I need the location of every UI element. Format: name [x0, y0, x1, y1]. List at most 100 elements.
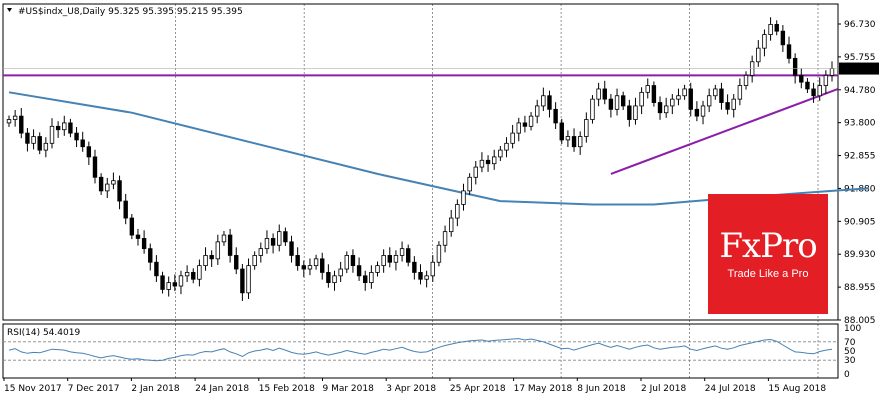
candle-body — [301, 265, 307, 270]
candle — [516, 117, 521, 142]
candle-body — [706, 95, 712, 107]
candle — [657, 96, 663, 120]
candle — [461, 183, 466, 211]
candle-body — [571, 136, 577, 148]
candle-body — [651, 85, 657, 103]
candle — [805, 78, 810, 94]
candle-body — [148, 248, 153, 263]
candle-body — [74, 132, 79, 141]
candle — [627, 99, 632, 127]
candle — [258, 242, 264, 263]
candle-body — [166, 282, 171, 290]
candle — [313, 254, 319, 270]
fxpro-logo: FxPro Trade Like a Pro — [708, 194, 828, 314]
candle-body — [424, 275, 429, 280]
candle-body — [768, 23, 773, 35]
candle — [633, 97, 638, 125]
x-tick-label: 7 Dec 2017 — [68, 384, 120, 394]
candle-body — [633, 105, 638, 120]
candle — [289, 235, 294, 263]
candle — [504, 137, 509, 158]
candle-body — [596, 88, 601, 100]
candle-body — [381, 255, 386, 267]
candle-body — [111, 180, 116, 185]
candle — [577, 131, 583, 155]
candle — [98, 173, 104, 195]
candle — [455, 199, 460, 227]
y-tick-label: 89.930 — [844, 250, 876, 260]
candle — [725, 94, 730, 115]
candle-body — [467, 176, 472, 192]
candle-body — [498, 149, 503, 158]
candle-body — [234, 255, 239, 270]
candle-body — [780, 30, 786, 46]
candle — [399, 241, 405, 262]
candle — [117, 175, 122, 210]
candle — [363, 270, 368, 291]
candle-body — [565, 136, 571, 141]
candle — [234, 247, 239, 275]
candle — [62, 115, 67, 136]
rsi-y-tick-label: 100 — [844, 324, 861, 334]
candle — [320, 252, 325, 280]
y-tick-label: 96.730 — [844, 20, 876, 30]
candle — [246, 258, 251, 299]
candle — [160, 271, 165, 294]
candle-body — [670, 98, 675, 107]
candle — [264, 230, 270, 254]
candle — [227, 228, 233, 263]
candle-body — [86, 146, 92, 158]
candle-body — [774, 23, 779, 32]
candle — [43, 137, 49, 158]
last-price-box — [839, 62, 879, 75]
candle-body — [473, 166, 478, 178]
rsi-line — [8, 338, 833, 362]
candle-body — [252, 255, 257, 267]
candle — [774, 20, 779, 36]
candle — [369, 265, 374, 289]
candle-body — [68, 122, 73, 134]
candle — [590, 95, 595, 124]
candle — [283, 227, 288, 246]
candle-body — [602, 88, 607, 100]
candle — [338, 261, 343, 282]
candle — [31, 129, 36, 150]
candle-body — [455, 204, 460, 219]
candle — [762, 29, 767, 57]
candle — [608, 94, 614, 118]
candle-body — [608, 98, 614, 110]
candle-body — [553, 108, 558, 124]
candle — [510, 124, 515, 149]
candle — [381, 249, 386, 273]
candle-body — [6, 119, 12, 124]
candle — [817, 77, 822, 101]
candle — [55, 121, 61, 138]
candle-body — [823, 74, 829, 86]
candle — [166, 276, 171, 297]
candle — [178, 270, 184, 295]
candle-body — [178, 275, 184, 287]
candle-body — [430, 261, 435, 277]
candle — [485, 155, 491, 172]
candle-body — [485, 159, 491, 165]
candle-body — [332, 275, 337, 284]
candle — [682, 84, 687, 100]
candle — [12, 110, 18, 127]
candle-body — [786, 44, 792, 59]
candle — [756, 40, 761, 67]
candle-body — [442, 231, 448, 246]
candle — [731, 94, 736, 118]
rsi-y-tick-label: 50 — [844, 347, 856, 357]
support-trendline — [610, 88, 839, 175]
candle-body — [191, 272, 196, 280]
candle-body — [31, 136, 36, 144]
candle — [197, 259, 202, 287]
candle — [596, 82, 601, 107]
y-tick-label: 88.955 — [844, 283, 876, 293]
candle — [123, 193, 128, 225]
candle — [424, 270, 429, 288]
candle-body — [197, 265, 202, 280]
candle-body — [215, 241, 221, 260]
candle — [663, 97, 669, 118]
candle — [418, 264, 423, 285]
